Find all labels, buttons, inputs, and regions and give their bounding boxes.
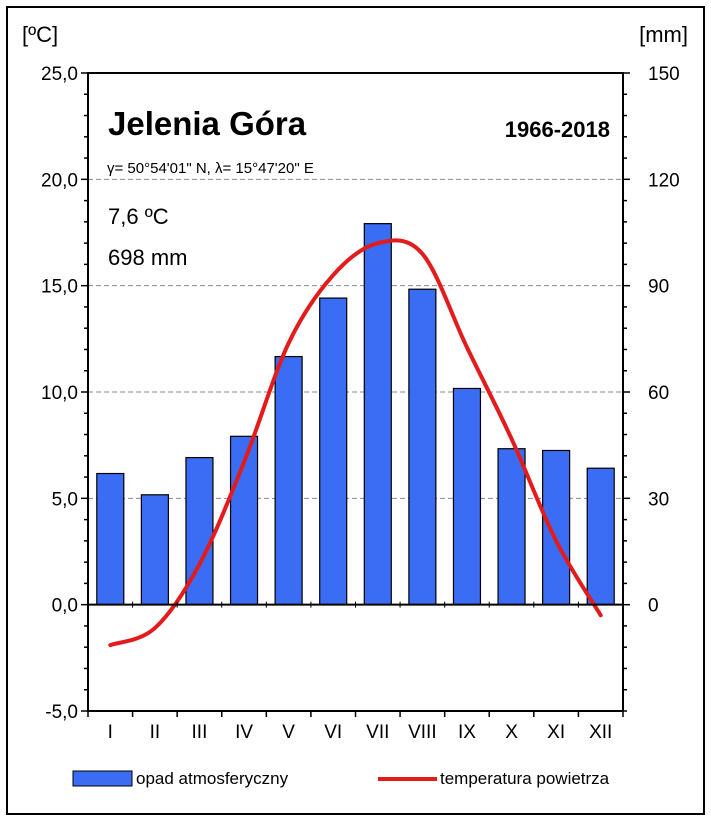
y-right-tick-label: 120	[648, 170, 680, 191]
chart-period: 1966-2018	[505, 117, 610, 142]
axes	[81, 72, 630, 717]
precipitation-bar	[497, 448, 526, 606]
precipitation-bar	[586, 467, 615, 606]
legend: opad atmosferyczny temperatura powietrza	[72, 769, 610, 788]
x-tick-label: II	[150, 722, 161, 743]
annual-temperature: 7,6 ºC	[108, 204, 169, 229]
x-tick-label: IX	[458, 722, 476, 743]
legend-bar-swatch	[72, 770, 133, 787]
y-right-tick-label: 60	[648, 383, 669, 404]
annual-precipitation: 698 mm	[108, 245, 187, 270]
x-tick-label: VII	[366, 722, 389, 743]
precipitation-bar	[408, 288, 437, 606]
precipitation-bar	[140, 494, 169, 606]
precipitation-bar	[363, 223, 392, 606]
y-right-tick-label: 150	[648, 64, 680, 85]
precipitation-bars	[96, 223, 615, 606]
y-left-tick-label: 0,0	[52, 596, 78, 617]
y-left-tick-label: -5,0	[45, 702, 78, 723]
precipitation-bar	[274, 355, 303, 606]
x-tick-label: I	[108, 722, 113, 743]
temperature-line	[108, 238, 603, 648]
precipitation-bar	[96, 472, 125, 606]
y-left-tick-label: 10,0	[41, 383, 78, 404]
y-left-tick-label: 15,0	[41, 277, 78, 298]
tick-labels: 25,0 20,0 15,0 10,0 5,0 0,0 -5,0 150 120 90 60 30 0 I…	[41, 64, 680, 743]
y-right-unit: [mm]	[639, 22, 688, 47]
x-tick-label: VIII	[408, 722, 437, 743]
grid-lines	[88, 178, 623, 499]
y-left-tick-label: 25,0	[41, 64, 78, 85]
y-right-tick-label: 0	[648, 596, 659, 617]
precipitation-bar	[542, 449, 571, 606]
y-right-tick-label: 30	[648, 489, 669, 510]
y-left-tick-label: 5,0	[52, 489, 78, 510]
x-tick-label: XI	[547, 722, 565, 743]
legend-precipitation-label: opad atmosferyczny	[136, 769, 289, 788]
x-tick-label: XII	[589, 722, 612, 743]
outer-frame	[6, 6, 705, 815]
x-tick-label: VI	[324, 722, 342, 743]
y-left-unit: [ºC]	[22, 22, 58, 47]
x-tick-label: V	[282, 722, 295, 743]
x-tick-label: X	[505, 722, 518, 743]
y-right-tick-label: 90	[648, 277, 669, 298]
x-tick-label: IV	[235, 722, 253, 743]
y-left-tick-label: 20,0	[41, 170, 78, 191]
station-coordinates: γ= 50°54'01" N, λ= 15°47'20" E	[107, 160, 314, 177]
x-tick-label: III	[192, 722, 208, 743]
legend-temperature-label: temperatura powietrza	[440, 769, 610, 788]
chart-title: Jelenia Góra	[108, 105, 307, 142]
precipitation-bar	[319, 297, 348, 606]
precipitation-bar	[452, 387, 482, 606]
